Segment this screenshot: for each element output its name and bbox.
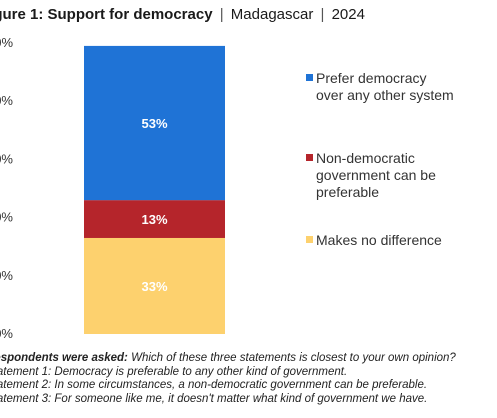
data-label: 53% [141, 116, 167, 131]
legend-entry-text: Prefer democracy [316, 70, 426, 86]
y-tick-label: 20% [0, 268, 13, 283]
chart-title-year: 2024 [331, 6, 365, 23]
legend-swatch [306, 154, 313, 161]
bar-segment [84, 45, 225, 201]
bar-segment [84, 200, 225, 238]
chart-title-main: Figure 1: Support for democracy [0, 6, 213, 23]
chart-notes: Respondents were asked: Which of these t… [0, 352, 497, 406]
y-tick-label: 80% [0, 93, 13, 108]
statement-3: Statement 3: For someone like me, it doe… [0, 392, 428, 405]
question-text: Which of these three statements is close… [127, 352, 456, 364]
legend-entry-text: over any other system [316, 87, 454, 103]
chart-title: Figure 1: Support for democracy | Madaga… [0, 6, 365, 24]
legend-entry-text: Non-democratic [316, 150, 415, 166]
statement-1: Statement 1: Democracy is preferable to … [0, 365, 348, 378]
legend-entry-text: preferable [316, 184, 379, 200]
bar-segment [84, 237, 225, 334]
title-separator: | [320, 6, 325, 23]
y-tick-label: 60% [0, 151, 13, 166]
legend-entry-text: Makes no difference [316, 232, 442, 248]
data-label: 33% [141, 279, 167, 294]
y-tick-label: 100% [0, 35, 13, 50]
legend-swatch [306, 236, 313, 243]
data-label: 13% [141, 212, 167, 227]
question-label: Respondents were asked: [0, 352, 128, 364]
question-line: Respondents were asked: Which of these t… [0, 352, 497, 366]
statement-2: Statement 2: In some circumstances, a no… [0, 379, 428, 391]
legend-swatch [306, 74, 313, 81]
stacked-bar-chart: 0% 20% 40% 60% 80% 100% 33% 13% 53% Prefer democr… [0, 35, 454, 341]
chart-title-country: Madagascar [230, 6, 314, 23]
legend-entry-text: government can be [316, 167, 436, 183]
title-separator: | [219, 6, 224, 23]
y-tick-label: 40% [0, 210, 13, 225]
y-tick-label: 0% [0, 326, 13, 341]
